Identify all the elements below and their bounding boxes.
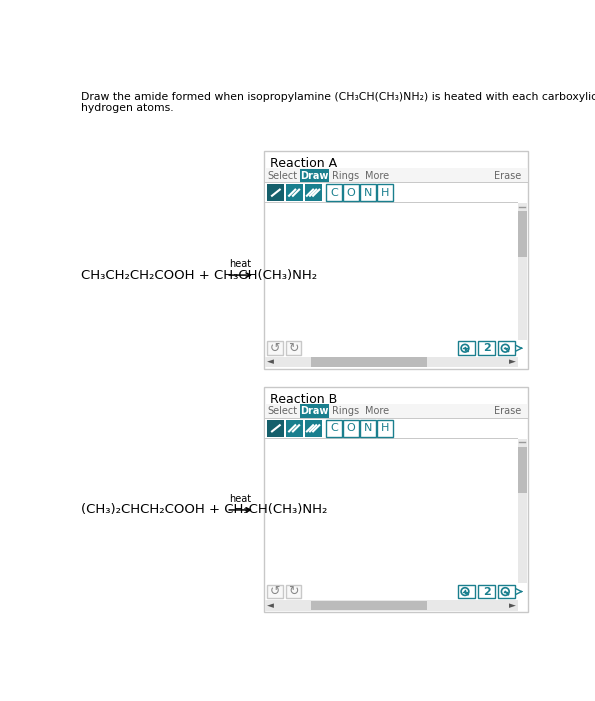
Bar bbox=[518, 447, 527, 493]
Bar bbox=[326, 420, 342, 437]
Bar bbox=[518, 439, 527, 583]
Bar bbox=[265, 184, 527, 202]
Text: Erase: Erase bbox=[494, 171, 522, 181]
Bar bbox=[498, 585, 515, 599]
Text: 2: 2 bbox=[483, 343, 490, 353]
Bar bbox=[286, 341, 302, 355]
Text: N: N bbox=[364, 188, 372, 198]
Bar bbox=[305, 420, 322, 437]
Text: Draw: Draw bbox=[300, 407, 329, 416]
Bar bbox=[311, 358, 427, 367]
Text: N: N bbox=[364, 423, 372, 433]
Text: ↺: ↺ bbox=[270, 585, 280, 598]
Text: O: O bbox=[347, 423, 355, 433]
Bar bbox=[326, 184, 342, 201]
Bar bbox=[518, 211, 527, 257]
Text: H: H bbox=[381, 423, 389, 433]
Text: heat: heat bbox=[230, 494, 252, 504]
Bar bbox=[286, 585, 302, 599]
Text: O: O bbox=[347, 188, 355, 198]
Text: C: C bbox=[330, 188, 338, 198]
Bar bbox=[267, 420, 284, 437]
Text: 2: 2 bbox=[483, 587, 490, 597]
Text: ↺: ↺ bbox=[270, 341, 280, 355]
Bar bbox=[265, 404, 527, 418]
Text: More: More bbox=[365, 171, 389, 181]
Bar bbox=[267, 585, 283, 599]
Bar bbox=[267, 341, 283, 355]
Text: Reaction B: Reaction B bbox=[271, 393, 338, 406]
Bar bbox=[265, 357, 518, 367]
Bar bbox=[267, 184, 284, 201]
Text: CH₃CH₂CH₂COOH + CH₃CH(CH₃)NH₂: CH₃CH₂CH₂COOH + CH₃CH(CH₃)NH₂ bbox=[80, 268, 317, 282]
Bar bbox=[498, 341, 515, 355]
Text: heat: heat bbox=[230, 259, 252, 269]
Bar bbox=[377, 420, 393, 437]
Text: ◄: ◄ bbox=[267, 358, 274, 367]
Text: Select: Select bbox=[268, 171, 298, 181]
Text: ↻: ↻ bbox=[289, 341, 299, 355]
Bar bbox=[305, 184, 322, 201]
Bar bbox=[265, 600, 518, 611]
Bar bbox=[458, 585, 475, 599]
Text: More: More bbox=[365, 407, 389, 416]
Text: Erase: Erase bbox=[494, 407, 522, 416]
Text: ►: ► bbox=[509, 358, 516, 367]
Bar bbox=[478, 585, 495, 599]
Bar bbox=[265, 168, 527, 182]
Bar bbox=[478, 341, 495, 355]
Text: Reaction A: Reaction A bbox=[271, 157, 337, 170]
Bar bbox=[264, 151, 528, 369]
Bar bbox=[300, 169, 330, 182]
Text: Rings: Rings bbox=[332, 171, 359, 181]
Text: Rings: Rings bbox=[332, 407, 359, 416]
Bar bbox=[458, 341, 475, 355]
Bar bbox=[377, 184, 393, 201]
Bar bbox=[311, 601, 427, 610]
Text: C: C bbox=[330, 423, 338, 433]
Text: (CH₃)₂CHCH₂COOH + CH₃CH(CH₃)NH₂: (CH₃)₂CHCH₂COOH + CH₃CH(CH₃)NH₂ bbox=[80, 503, 327, 517]
Text: H: H bbox=[381, 188, 389, 198]
Text: Draw: Draw bbox=[300, 171, 329, 181]
Text: Select: Select bbox=[268, 407, 298, 416]
Bar bbox=[518, 203, 527, 340]
Bar bbox=[300, 404, 330, 418]
Text: ↻: ↻ bbox=[289, 585, 299, 598]
Bar bbox=[361, 420, 376, 437]
Text: ►: ► bbox=[509, 601, 516, 610]
Bar bbox=[343, 184, 359, 201]
Bar bbox=[343, 420, 359, 437]
Text: Draw the amide formed when isopropylamine (CH₃CH(CH₃)NH₂) is heated with each ca: Draw the amide formed when isopropylamin… bbox=[80, 92, 595, 102]
Bar bbox=[286, 184, 303, 201]
Bar bbox=[265, 419, 527, 437]
Text: ◄: ◄ bbox=[267, 601, 274, 610]
Bar bbox=[361, 184, 376, 201]
Bar bbox=[286, 420, 303, 437]
Bar bbox=[264, 387, 528, 613]
Text: hydrogen atoms.: hydrogen atoms. bbox=[80, 102, 173, 113]
